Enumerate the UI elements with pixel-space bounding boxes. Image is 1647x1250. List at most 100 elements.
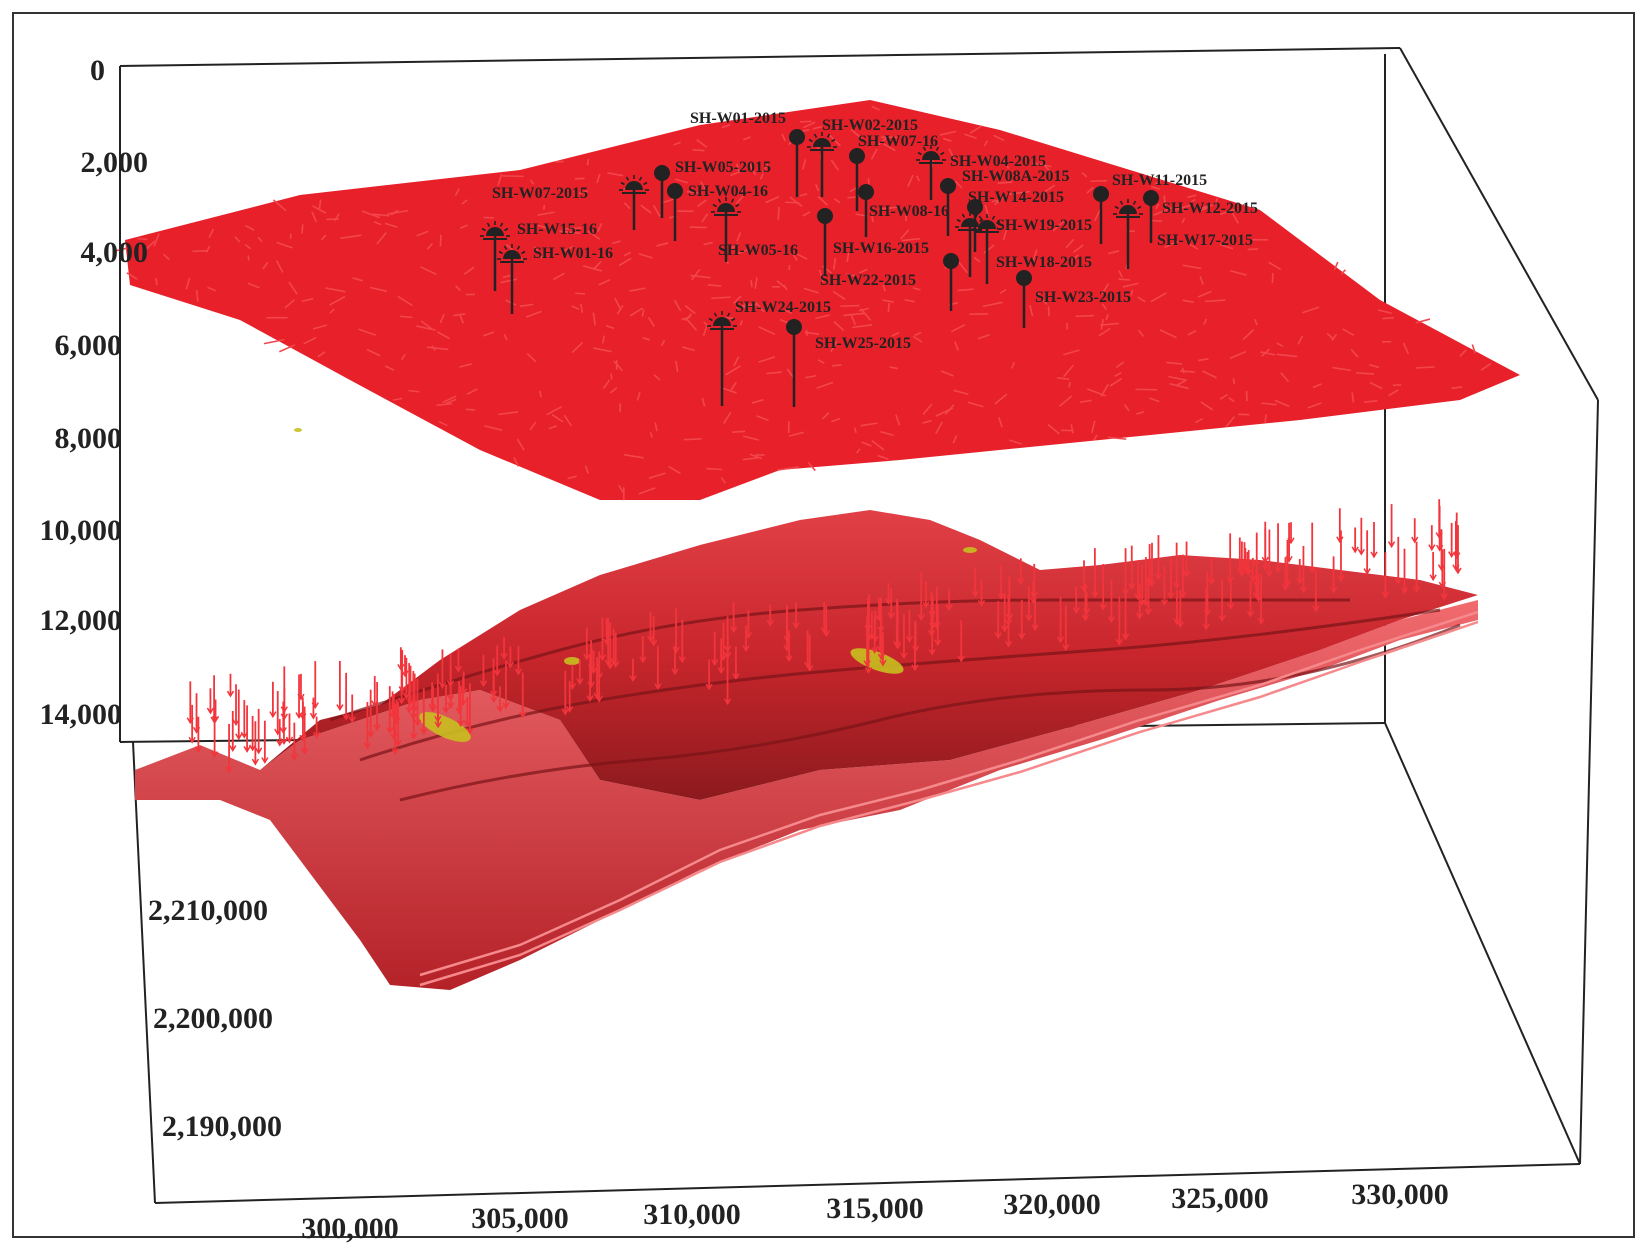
surface-arrow: [408, 389, 420, 393]
reservoir-arrow-head: [211, 715, 220, 723]
reservoir-arrow-head: [1357, 548, 1365, 556]
well-sh-w05-2015[interactable]: SH-W05-2015: [654, 159, 771, 218]
surface-arrow: [997, 181, 1013, 185]
reservoir-arrow-head: [1440, 593, 1448, 601]
surface-arrow: [247, 282, 260, 289]
surface-arrow: [400, 353, 406, 361]
well-sh-w22-2015[interactable]: SH-W22-2015: [820, 253, 959, 311]
surface-arrow: [1312, 383, 1322, 389]
well-sun-icon: [972, 214, 1002, 233]
reservoir-arrow-head: [1173, 618, 1181, 626]
surface-arrow: [1392, 384, 1402, 387]
reservoir-arrow-head: [280, 738, 288, 746]
surface-arrow: [950, 324, 966, 333]
surface-arrow: [914, 331, 922, 337]
z-tick: 8,000: [55, 422, 123, 455]
surface-arrow: [994, 393, 1008, 405]
surface-arrow: [586, 158, 590, 166]
surface-arrow: [1130, 289, 1134, 296]
reservoir-arrow-head: [300, 747, 309, 755]
well-label: SH-W11-2015: [1112, 172, 1207, 189]
well-sh-w25-2015[interactable]: SH-W25-2015: [786, 319, 911, 407]
surface-arrow: [1342, 328, 1355, 337]
surface-arrow: [1187, 194, 1197, 199]
reservoir-arrows: [186, 499, 1462, 774]
reservoir-arrow-head: [1029, 597, 1037, 605]
well-sun-icon: [497, 244, 527, 263]
surface-arrow: [877, 454, 889, 460]
well-sh-w17-2015[interactable]: SH-W17-2015: [1113, 199, 1253, 269]
surface-arrow: [567, 475, 577, 480]
surface-arrow: [312, 205, 327, 214]
reservoir-arrow-head: [1438, 581, 1446, 589]
well-sh-w01-16[interactable]: SH-W01-16: [497, 244, 613, 314]
surface-arrow: [668, 465, 681, 475]
surface-arrow: [546, 405, 563, 416]
reservoir-arrow-head: [606, 662, 614, 670]
well-sh-w08-16[interactable]: SH-W08-16: [858, 184, 949, 237]
well-sh-w01-2015[interactable]: SH-W01-2015: [690, 110, 805, 197]
surface-arrow: [537, 211, 555, 216]
surface-arrow: [983, 244, 995, 254]
well-sh-w08a-2015[interactable]: SH-W08A-2015: [940, 168, 1070, 236]
z-tick: 14,000: [40, 698, 123, 731]
surface-arrow: [614, 297, 621, 309]
surface-arrow: [1075, 314, 1094, 318]
surface-arrow: [497, 173, 503, 186]
surface-arrow: [686, 319, 698, 331]
well-sh-w11-2015[interactable]: SH-W11-2015: [1093, 172, 1207, 244]
reservoir-arrow-head: [1207, 578, 1216, 586]
well-sh-w12-2015[interactable]: SH-W12-2015: [1143, 190, 1258, 243]
surface-arrow: [1118, 270, 1123, 278]
well-sh-w04-16[interactable]: SH-W04-16: [667, 183, 768, 241]
surface-arrow: [609, 387, 618, 394]
well-sh-w04-2015[interactable]: SH-W04-2015: [916, 145, 1046, 200]
surface-arrow: [1219, 208, 1236, 216]
well-label: SH-W23-2015: [1035, 289, 1131, 306]
surface-arrow: [466, 388, 478, 396]
well-sh-w05-16[interactable]: SH-W05-16: [711, 197, 798, 262]
well-sh-w15-16[interactable]: SH-W15-16: [480, 221, 597, 291]
surface-arrow: [618, 484, 624, 493]
well-label: SH-W05-16: [718, 242, 798, 259]
surface-arrow: [684, 304, 696, 315]
well-dot-icon: [943, 253, 959, 269]
surface-arrow: [564, 245, 574, 252]
surface-arrow: [702, 325, 708, 337]
reservoir-arrow-head: [911, 664, 919, 672]
well-sh-w07-16[interactable]: SH-W07-16: [849, 133, 938, 211]
surface-arrow: [114, 246, 130, 252]
surface-arrow: [1002, 226, 1009, 241]
surface-arrow: [610, 373, 613, 380]
reservoir-arrow-head: [678, 656, 686, 664]
well-sh-w18-2015[interactable]: SH-W18-2015: [972, 214, 1092, 284]
surface-arrow: [1154, 180, 1162, 185]
well-sh-w14-2015[interactable]: SH-W14-2015: [967, 189, 1064, 252]
well-sh-w07-2015[interactable]: SH-W07-2015: [492, 175, 649, 230]
surface-arrow: [580, 303, 584, 313]
surface-arrow: [465, 408, 476, 411]
surface-arrow: [942, 137, 952, 142]
surface-arrow: [358, 328, 377, 336]
well-sh-w24-2015[interactable]: SH-W24-2015: [707, 299, 831, 406]
reservoir-arrow-head: [822, 630, 830, 638]
surface-arrow: [1268, 261, 1282, 271]
z-tick: 2,000: [81, 146, 149, 179]
reservoir-arrow-head: [1017, 578, 1025, 586]
surface-arrow: [967, 401, 984, 408]
surface-arrow: [126, 272, 138, 280]
reservoir-arrow-head: [410, 732, 418, 740]
well-sh-w16-2015[interactable]: SH-W16-2015: [817, 208, 929, 276]
well-sh-w23-2015[interactable]: SH-W23-2015: [1016, 270, 1131, 328]
well-sh-w19-2015[interactable]: SH-W19-2015: [955, 212, 1092, 277]
reservoir-arrow-head: [255, 747, 263, 755]
reservoir-arrow-head: [457, 720, 465, 728]
well-sun-icon: [1113, 199, 1143, 218]
surface-arrow: [781, 133, 787, 142]
surface-arrow: [777, 466, 799, 471]
surface-arrow: [1003, 160, 1010, 169]
surface-arrow: [948, 148, 955, 160]
well-sh-w02-2015[interactable]: SH-W02-2015: [807, 117, 918, 197]
surface-arrow: [799, 193, 808, 197]
surface-arrow: [284, 299, 296, 309]
